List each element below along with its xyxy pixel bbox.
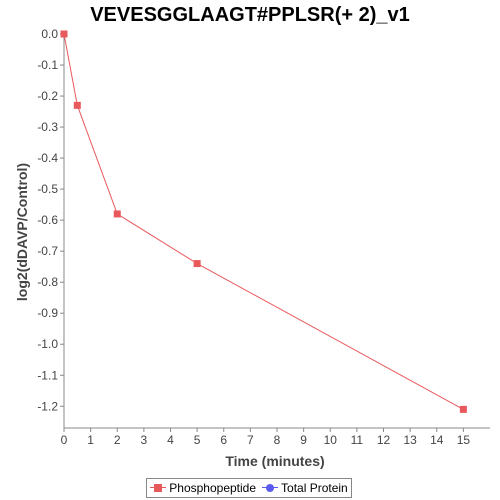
x-tick-label: 8 xyxy=(274,433,281,447)
y-tick-label: -0.3 xyxy=(37,120,58,134)
series-line-0 xyxy=(63,33,464,410)
legend-label-total-protein: Total Protein xyxy=(281,481,348,495)
y-tick-label: -0.8 xyxy=(37,275,58,289)
x-tick-label: 1 xyxy=(87,433,94,447)
x-tick-label: 9 xyxy=(300,433,307,447)
y-tick-label: -0.2 xyxy=(37,89,58,103)
y-tick-label: -1.1 xyxy=(37,368,58,382)
legend-label-phosphopeptide: Phosphopeptide xyxy=(169,481,257,495)
x-tick-label: 6 xyxy=(220,433,227,447)
y-tick-label: 0.0 xyxy=(41,27,58,41)
y-tick-label: -1.0 xyxy=(37,337,58,351)
x-tick-label: 14 xyxy=(430,433,444,447)
legend-swatch-circle-icon xyxy=(262,483,279,493)
chart-title: VEVESGGLAAGT#PPLSR(+ 2)_v1 xyxy=(90,4,410,26)
x-tick-label: 2 xyxy=(114,433,121,447)
x-tick-label: 7 xyxy=(247,433,254,447)
data-point xyxy=(73,101,81,109)
y-tick-label: -0.7 xyxy=(37,244,58,258)
data-point xyxy=(113,210,121,218)
y-tick-label: -0.5 xyxy=(37,182,58,196)
x-tick-label: 15 xyxy=(457,433,471,447)
y-tick-label: -0.6 xyxy=(37,213,58,227)
legend-item-phosphopeptide: Phosphopeptide xyxy=(150,481,256,495)
data-point xyxy=(193,260,201,268)
x-tick-label: 12 xyxy=(377,433,391,447)
x-axis-label: Time (minutes) xyxy=(225,453,325,469)
x-tick-label: 0 xyxy=(61,433,68,447)
x-tick-label: 5 xyxy=(194,433,201,447)
legend: Phosphopeptide Total Protein xyxy=(146,478,352,498)
y-tick-label: -0.4 xyxy=(37,151,58,165)
x-tick-label: 4 xyxy=(167,433,174,447)
y-axis-label: log2(dDAVP/Control) xyxy=(14,162,30,302)
x-tick-label: 10 xyxy=(324,433,338,447)
y-tick-label: -0.9 xyxy=(37,306,58,320)
y-tick-label: -0.1 xyxy=(37,58,58,72)
legend-item-total-protein: Total Protein xyxy=(262,481,348,495)
x-tick-label: 11 xyxy=(351,433,364,447)
y-tick-label: -1.2 xyxy=(37,399,58,413)
x-tick-label: 13 xyxy=(403,433,417,447)
legend-swatch-square-icon xyxy=(150,483,167,493)
x-tick-label: 3 xyxy=(141,433,148,447)
data-point xyxy=(459,405,467,413)
data-point xyxy=(60,30,68,38)
